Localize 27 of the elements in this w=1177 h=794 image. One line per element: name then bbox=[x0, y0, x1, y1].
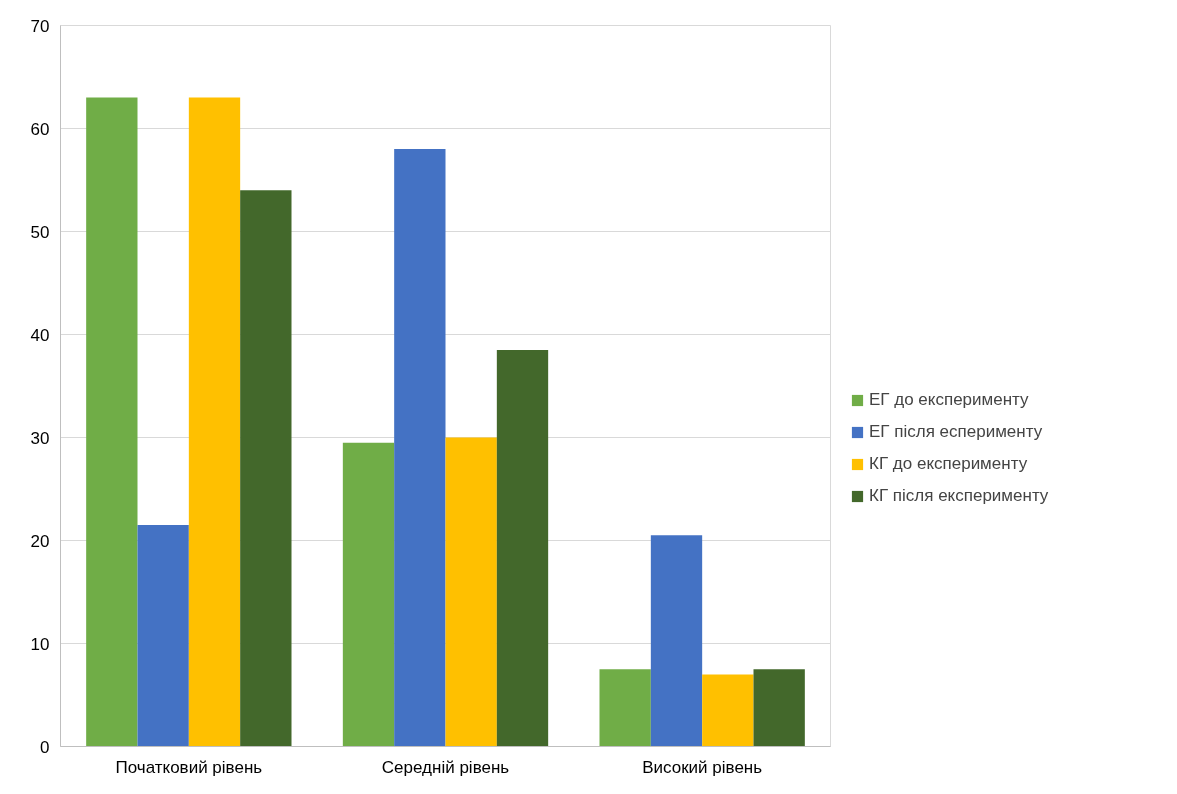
bar bbox=[702, 674, 754, 747]
x-tick-label: Середній рівень bbox=[381, 757, 510, 777]
bar bbox=[240, 190, 292, 747]
y-tick-label: 0 bbox=[40, 737, 50, 757]
y-tick-label: 40 bbox=[30, 325, 50, 345]
x-tick-label: Початковий рівень bbox=[115, 757, 263, 777]
legend-label: КГ після експерименту bbox=[869, 486, 1049, 506]
bar bbox=[394, 149, 446, 747]
bar bbox=[650, 535, 703, 747]
y-tick-label: 30 bbox=[30, 428, 50, 448]
bar bbox=[188, 97, 241, 747]
bar bbox=[753, 669, 805, 747]
y-tick-label: 70 bbox=[30, 16, 50, 36]
legend-label: ЕГ до експерименту bbox=[869, 390, 1029, 410]
bar bbox=[599, 669, 651, 747]
legend-label: КГ до експерименту bbox=[869, 454, 1028, 474]
bar bbox=[496, 349, 549, 747]
bar bbox=[137, 525, 189, 747]
bar bbox=[342, 442, 395, 747]
y-tick-label: 50 bbox=[30, 222, 50, 242]
legend-label: ЕГ після есперименту bbox=[869, 422, 1043, 442]
x-tick-label: Високий рівень bbox=[642, 757, 763, 777]
bar bbox=[445, 437, 497, 747]
y-tick-label: 60 bbox=[30, 119, 50, 139]
y-tick-label: 20 bbox=[30, 531, 50, 551]
bar bbox=[86, 97, 138, 747]
y-tick-label: 10 bbox=[30, 634, 50, 654]
